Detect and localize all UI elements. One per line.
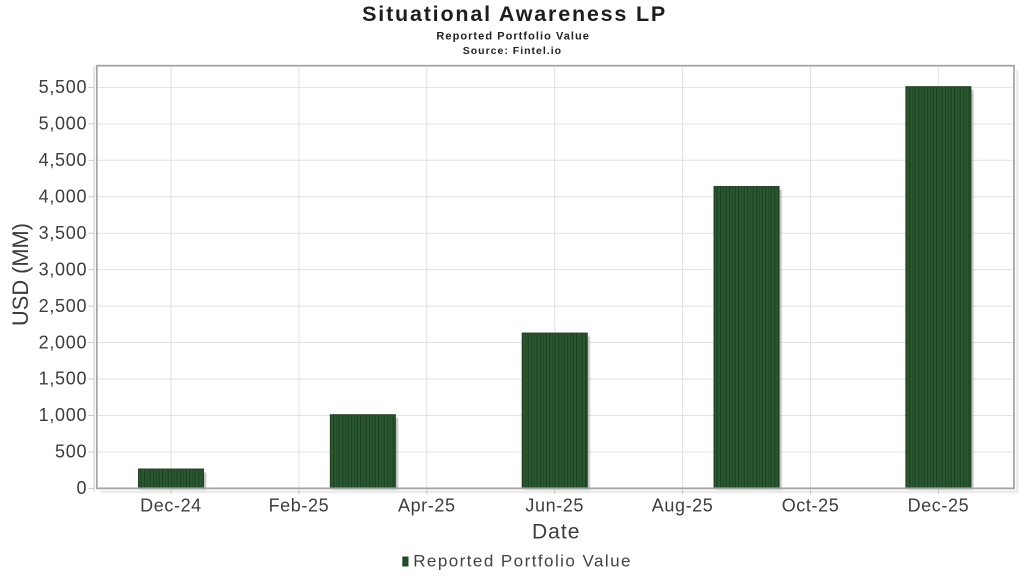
svg-text:Source: Fintel.io: Source: Fintel.io <box>463 45 562 57</box>
svg-text:4,500: 4,500 <box>39 150 88 170</box>
svg-text:Date: Date <box>532 521 580 544</box>
svg-text:Situational Awareness LP: Situational Awareness LP <box>362 2 667 26</box>
svg-text:500: 500 <box>55 442 87 462</box>
svg-text:USD (MM): USD (MM) <box>8 223 33 326</box>
svg-text:Reported Portfolio Value: Reported Portfolio Value <box>436 31 590 43</box>
svg-text:5,000: 5,000 <box>39 114 88 134</box>
svg-text:0: 0 <box>76 478 87 498</box>
svg-text:Jun-25: Jun-25 <box>525 496 584 516</box>
svg-text:3,000: 3,000 <box>39 259 88 279</box>
svg-text:2,500: 2,500 <box>39 296 88 316</box>
svg-text:Oct-25: Oct-25 <box>782 496 840 516</box>
svg-text:5,500: 5,500 <box>39 77 88 97</box>
svg-text:2,000: 2,000 <box>39 332 88 352</box>
svg-text:Dec-25: Dec-25 <box>908 496 970 516</box>
svg-text:Reported Portfolio Value: Reported Portfolio Value <box>413 551 632 570</box>
svg-text:3,500: 3,500 <box>39 223 88 243</box>
svg-text:1,500: 1,500 <box>39 369 88 389</box>
svg-text:Dec-24: Dec-24 <box>140 496 202 516</box>
svg-text:Feb-25: Feb-25 <box>269 496 330 516</box>
svg-text:Apr-25: Apr-25 <box>398 496 456 516</box>
svg-text:4,000: 4,000 <box>39 186 88 206</box>
svg-text:Aug-25: Aug-25 <box>652 496 714 516</box>
svg-text:1,000: 1,000 <box>39 405 88 425</box>
